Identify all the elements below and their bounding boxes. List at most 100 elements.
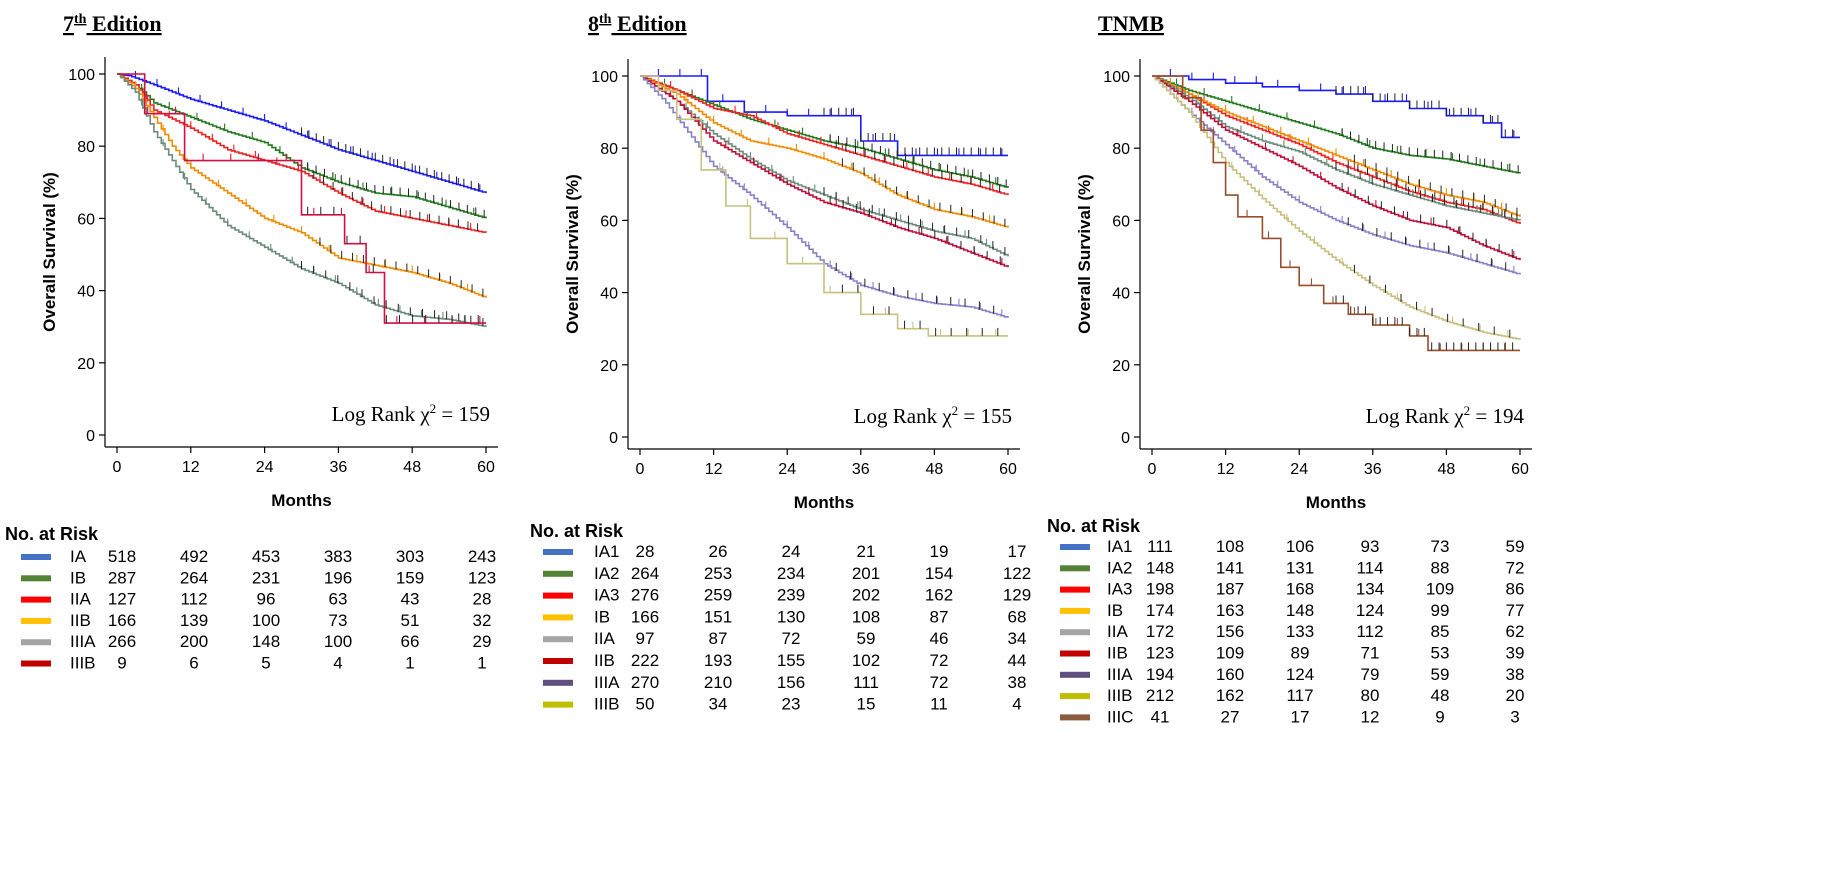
x-tick-label: 0	[113, 459, 122, 476]
risk-row-IIIB: IIIB 212 162 117 80 48 20	[1060, 686, 1524, 705]
panel-title-sup: th	[74, 12, 87, 27]
risk-row-value: 68	[1008, 607, 1027, 626]
y-tick-label: 40	[1112, 286, 1130, 303]
risk-row-value: 63	[329, 590, 348, 609]
risk-row-value: 131	[1286, 558, 1314, 577]
risk-row-value: 99	[1431, 601, 1450, 620]
risk-row-value: 62	[1506, 622, 1525, 641]
log-rank-post: = 159	[436, 402, 490, 426]
risk-table-header: No. at Risk	[5, 524, 99, 544]
risk-row-value: 53	[1431, 644, 1450, 663]
log-rank-sup: 2	[1464, 403, 1471, 418]
x-tick-label: 0	[1148, 461, 1157, 478]
risk-row-value: 108	[1216, 537, 1244, 556]
y-tick-label: 40	[600, 286, 618, 303]
risk-row-value: 133	[1286, 622, 1314, 641]
risk-row-label: IIIB	[594, 695, 620, 714]
risk-row-value: 51	[401, 611, 420, 630]
risk-row-label: IIIB	[1107, 686, 1133, 705]
x-tick-label: 36	[852, 461, 870, 478]
series-IIB	[1152, 75, 1521, 261]
risk-row-swatch	[543, 570, 573, 577]
x-tick-label: 36	[330, 459, 348, 476]
risk-row-value: 48	[1431, 686, 1450, 705]
risk-row-value: 239	[777, 586, 805, 605]
risk-row-value: 518	[108, 547, 136, 566]
series-IA1	[1152, 69, 1520, 139]
risk-row-value: 210	[704, 673, 732, 692]
risk-row-value: 9	[117, 654, 126, 673]
y-tick-label: 80	[600, 141, 618, 158]
risk-row-value: 102	[852, 651, 880, 670]
risk-row-value: 11	[930, 695, 948, 714]
risk-row-label: IA1	[594, 542, 620, 561]
panel-title: TNMB	[1098, 11, 1164, 36]
risk-row-label: IIB	[1107, 644, 1128, 663]
y-tick-label: 60	[77, 211, 95, 228]
risk-row-IB: IB 166 151 130 108 87 68	[543, 607, 1026, 626]
risk-row-IB: IB 287 264 231 196 159 123	[21, 568, 496, 587]
risk-row-value: 21	[857, 542, 876, 561]
risk-row-value: 155	[777, 651, 805, 670]
risk-row-IIIB: IIIB 50 34 23 15 11 4	[543, 695, 1022, 714]
panel-title-main: 8	[588, 11, 599, 36]
risk-row-value: 100	[324, 632, 352, 651]
curve-IIB	[640, 75, 1009, 268]
risk-row-swatch	[1060, 629, 1090, 636]
series-IIB	[640, 75, 1009, 268]
y-tick-label: 100	[1103, 69, 1130, 86]
risk-row-value: 66	[401, 632, 420, 651]
risk-row-value: 123	[1146, 644, 1174, 663]
risk-row-value: 159	[396, 568, 424, 587]
log-rank-annotation: Log Rank χ2 = 194	[1366, 403, 1525, 428]
risk-row-swatch	[1060, 544, 1090, 550]
y-tick-label: 60	[600, 213, 618, 230]
risk-row-value: 41	[1151, 707, 1170, 726]
x-tick-label: 60	[477, 459, 495, 476]
risk-row-swatch	[543, 614, 573, 621]
log-rank-annotation: Log Rank χ2 = 159	[332, 401, 490, 426]
curve-IIA	[640, 75, 1009, 257]
risk-row-value: 71	[1361, 644, 1380, 663]
y-axis-label: Overall Survival (%)	[40, 172, 59, 332]
series-IIA	[1152, 75, 1521, 221]
risk-table-header: No. at Risk	[530, 521, 624, 541]
x-tick-label: 24	[1290, 461, 1308, 478]
series-IIIB	[640, 75, 1008, 337]
x-tick-label: 24	[256, 459, 274, 476]
risk-row-value: 156	[1216, 622, 1244, 641]
risk-row-swatch	[543, 636, 573, 643]
risk-row-IIIA: IIIA 270 210 156 111 72 38	[543, 673, 1026, 692]
risk-row-value: 59	[1431, 665, 1450, 684]
y-tick-label: 80	[77, 139, 95, 156]
risk-row-value: 43	[401, 590, 420, 609]
risk-row-swatch	[1060, 671, 1090, 678]
risk-row-swatch	[21, 554, 51, 560]
risk-row-IIIA: IIIA 266 200 148 100 66 29	[21, 632, 491, 651]
risk-row-value: 151	[704, 607, 732, 626]
series-IA	[117, 71, 487, 194]
risk-row-label: IA3	[1107, 580, 1133, 599]
risk-row-value: 72	[782, 629, 801, 648]
series-IA3	[640, 75, 1009, 196]
panel-title-main: TNMB	[1098, 11, 1164, 36]
risk-row-value: 134	[1356, 580, 1384, 599]
risk-row-IA2: IA2 264 253 234 201 154 122	[543, 564, 1031, 583]
series-IIB	[117, 73, 487, 298]
risk-row-value: 266	[108, 632, 136, 651]
risk-row-value: 123	[468, 568, 496, 587]
series-IIIA	[1152, 75, 1521, 275]
risk-row-value: 17	[1008, 542, 1027, 561]
series-IA1	[640, 69, 1008, 157]
risk-row-value: 93	[1361, 537, 1380, 556]
risk-row-label: IIIA	[70, 632, 96, 651]
risk-row-value: 108	[852, 607, 880, 626]
panel-title-main: 7	[63, 11, 74, 36]
risk-row-value: 15	[857, 695, 876, 714]
curve-IB	[1152, 75, 1521, 217]
risk-row-value: 46	[930, 629, 949, 648]
risk-row-label: IIA	[1107, 622, 1128, 641]
